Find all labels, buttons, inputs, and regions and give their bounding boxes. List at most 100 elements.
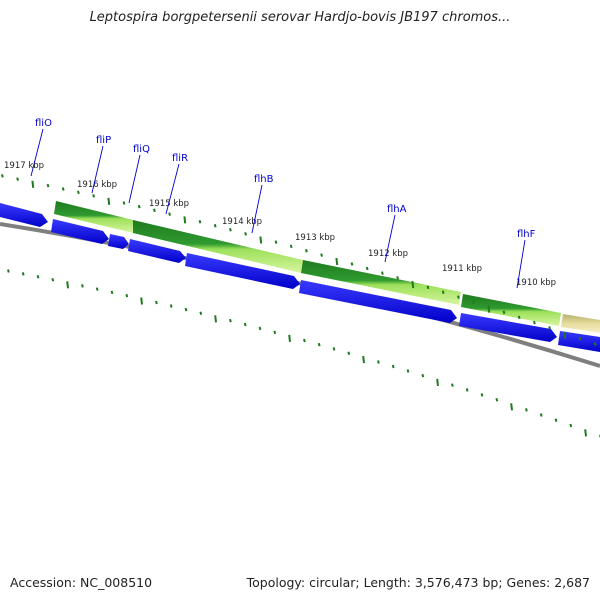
ruler-tick [168,212,171,216]
topology-summary: Topology: circular; Length: 3,576,473 bp… [246,575,590,590]
ruler-tick [305,248,308,253]
ruler-tick [61,187,65,191]
ruler-tick [66,281,69,289]
ruler-ticks-outer [1,174,597,346]
ruler-tick [122,201,126,205]
ruler-tick [95,287,99,291]
gene-leader-line [251,184,263,234]
ruler-tick [92,194,95,198]
gene-label: flhF [517,229,536,240]
ruler-tick [36,275,40,279]
gene-label: fliO [35,118,52,129]
ruler-tick [593,342,597,346]
ruler-tick [229,318,232,323]
ruler-tick [548,326,551,330]
cds-arrow [0,203,48,227]
ruler-label: 1910 kbp [516,278,556,288]
ruler-tick [288,334,291,343]
ruler-tick [273,330,277,335]
ruler-tick [533,320,536,325]
ruler-tick [365,266,369,271]
ruler-tick [396,276,399,280]
cds-arrow [558,331,600,352]
ruler-tick [46,183,50,188]
ruler-tick [584,429,587,437]
ruler-label: 1912 kbp [368,249,408,259]
ruler-tick [110,290,114,295]
ruler-tick [569,423,573,428]
ruler-tick [426,285,430,290]
gene-leader-line [384,214,396,263]
ruler-tick [137,204,141,209]
ruler-tick [198,220,202,224]
ruler-tick [184,307,188,312]
ruler-tick [495,398,499,402]
ruler-tick [155,300,158,305]
cds-arrow [51,219,109,244]
ruler-tick [229,227,232,232]
ruler-tick [421,373,425,378]
ruler-tick [81,284,84,288]
ruler-tick [517,315,521,320]
ruler-label: 1914 kbp [222,217,262,227]
ruler-tick [77,190,80,195]
ruler-tick [436,378,439,386]
ruler-tick [274,240,278,244]
ruler-tick [213,223,217,228]
ruler-tick [335,257,339,266]
ruler-tick [465,388,469,392]
cds-track [0,203,600,352]
ruler-tick [406,369,410,373]
ruler-tick [510,403,513,411]
feature-band [301,260,461,305]
ruler-tick [525,408,528,412]
ruler-tick [169,304,173,308]
ruler-tick [554,418,558,423]
cds-arrow [459,313,557,342]
ruler-tick [289,244,293,249]
ruler-tick [332,347,336,351]
ruler-tick [153,208,156,213]
ruler-tick [451,383,454,387]
ruler-tick [140,297,143,305]
ruler-tick [350,262,354,266]
ruler-tick [107,197,111,205]
gene-labels: fliO fliP fliQ fliR flhB flhA flhF [30,118,536,289]
ruler-tick [381,271,384,275]
ruler-tick [303,338,306,343]
ruler-tick [362,355,365,364]
ruler-tick [539,413,543,417]
ruler-tick [31,180,35,188]
ruler-tick [457,295,460,299]
ruler-tick [411,280,415,289]
ruler-label: 1911 kbp [442,264,482,274]
ruler-tick [258,326,262,331]
feature-track [54,201,600,333]
ruler-tick [199,311,203,315]
gene-label: flhA [387,204,407,215]
map-title: Leptospira borgpetersenii serovar Hardjo… [89,10,511,25]
ruler-label: 1916 kbp [77,180,117,190]
ruler-ticks-inner [7,269,600,439]
gene-leader-line [165,163,180,215]
feature-band [133,220,303,273]
ruler-tick [183,216,187,224]
gene-label: fliP [96,135,111,146]
ruler-tick [472,300,475,304]
ruler-tick [487,305,491,313]
ruler-tick [563,331,567,339]
accession-text: Accession: NC_008510 [10,575,153,590]
ruler-tick [244,232,247,236]
feature-band [54,201,133,233]
gene-leader-line [516,239,526,289]
ruler-tick [578,336,582,341]
ruler-tick [214,315,217,323]
gene-leader-line [128,154,141,204]
gene-label: fliQ [133,144,150,155]
feature-band [561,314,600,333]
gene-label: flhB [254,174,274,185]
feature-band [461,294,561,326]
cds-arrow [128,239,186,263]
ruler-label: 1917 kbp [4,161,44,171]
